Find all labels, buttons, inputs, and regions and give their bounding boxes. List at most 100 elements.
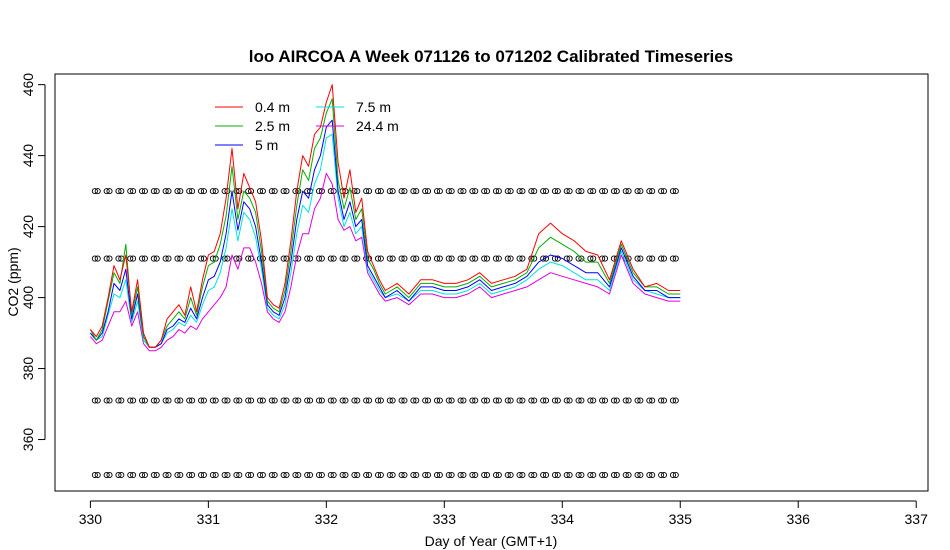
marker-point <box>174 255 181 262</box>
marker-point <box>507 188 514 195</box>
marker-point <box>413 188 420 195</box>
marker-point <box>139 397 146 404</box>
marker-point <box>94 397 101 404</box>
marker-point <box>646 397 653 404</box>
marker-point <box>660 188 668 195</box>
marker-point <box>209 188 216 195</box>
marker-point <box>528 471 535 479</box>
marker-point <box>457 188 464 195</box>
marker-point <box>669 471 676 479</box>
marker-point <box>307 255 314 262</box>
marker-point <box>189 188 196 195</box>
marker-point <box>542 471 550 479</box>
chart-title: loo AIRCOA A Week 071126 to 071202 Calib… <box>249 47 733 66</box>
marker-point <box>658 255 665 262</box>
series-line-7-5-m <box>90 133 681 348</box>
marker-point <box>481 471 488 479</box>
marker-point <box>599 471 606 479</box>
marker-point <box>130 188 137 195</box>
marker-point <box>422 471 429 479</box>
marker-point <box>448 397 455 404</box>
marker-point <box>481 397 488 404</box>
marker-point <box>236 471 243 479</box>
marker-point <box>377 397 384 404</box>
marker-point <box>374 255 382 262</box>
marker-point <box>339 255 346 262</box>
marker-point <box>472 471 479 479</box>
marker-point <box>377 188 384 195</box>
marker-point <box>318 471 325 479</box>
marker-point <box>460 471 467 479</box>
marker-point <box>658 397 665 404</box>
marker-point <box>599 397 606 404</box>
plot-frame <box>54 73 929 492</box>
marker-point <box>115 471 122 479</box>
marker-point <box>531 397 538 404</box>
marker-point <box>292 471 299 479</box>
marker-point <box>318 397 325 404</box>
marker-point <box>649 471 656 479</box>
marker-point <box>153 255 160 262</box>
marker-point <box>531 471 538 479</box>
marker-point <box>365 471 373 479</box>
x-tick-label: 334 <box>551 511 575 527</box>
marker-point <box>433 255 441 262</box>
marker-point <box>590 397 597 404</box>
marker-point <box>174 188 181 195</box>
marker-point <box>445 397 452 404</box>
marker-rows <box>91 188 679 479</box>
marker-point <box>519 397 526 404</box>
marker-point <box>516 471 523 479</box>
marker-point <box>398 255 405 262</box>
marker-point <box>634 397 641 404</box>
marker-point <box>295 471 302 479</box>
marker-point <box>554 188 561 195</box>
marker-point <box>613 471 620 479</box>
marker-point <box>504 188 511 195</box>
x-tick-label: 330 <box>79 511 103 527</box>
marker-point <box>492 471 500 479</box>
marker-point <box>271 471 278 479</box>
marker-point <box>669 255 676 262</box>
marker-point <box>528 188 535 195</box>
marker-point <box>304 255 311 262</box>
legend-label: 0.4 m <box>255 99 290 115</box>
marker-point <box>307 397 314 404</box>
marker-point <box>410 188 417 195</box>
marker-point <box>174 397 181 404</box>
marker-point <box>186 255 193 262</box>
marker-point <box>292 397 299 404</box>
marker-point <box>177 471 184 479</box>
marker-point <box>542 255 550 262</box>
marker-point <box>130 397 137 404</box>
marker-point <box>224 471 231 479</box>
y-axis: 360 380 400 420 440 460 <box>20 73 46 451</box>
marker-point <box>433 397 441 404</box>
marker-point <box>354 255 361 262</box>
marker-point <box>566 397 573 404</box>
marker-point <box>646 188 653 195</box>
marker-point <box>256 188 264 195</box>
marker-point <box>141 255 148 262</box>
marker-point <box>516 397 523 404</box>
marker-point <box>280 471 287 479</box>
marker-point <box>575 471 582 479</box>
marker-point <box>424 255 432 262</box>
marker-point <box>248 471 255 479</box>
marker-point <box>445 255 452 262</box>
marker-point <box>507 255 514 262</box>
marker-point <box>472 188 479 195</box>
marker-point <box>433 188 441 195</box>
marker-point <box>460 397 467 404</box>
marker-point <box>177 397 184 404</box>
marker-point <box>245 255 252 262</box>
marker-point <box>436 255 443 262</box>
marker-point <box>106 397 113 404</box>
marker-point <box>448 188 455 195</box>
marker-point <box>162 471 169 479</box>
marker-point <box>422 255 429 262</box>
legend-label: 2.5 m <box>255 118 290 134</box>
marker-point <box>127 255 134 262</box>
marker-point <box>542 397 550 404</box>
